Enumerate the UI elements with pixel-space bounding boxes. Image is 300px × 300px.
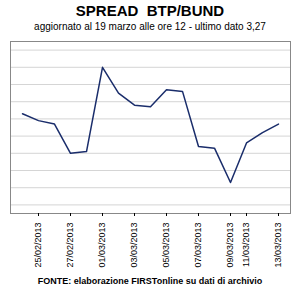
svg-text:07/03/2013: 07/03/2013: [193, 223, 203, 268]
html-text:aggiornato al 19 marzo alle or: aggiornato al 19 marzo alle ore 12 - ult…: [34, 21, 266, 32]
html-text:FONTE: elaborazione FIRSTonlin: FONTE: elaborazione FIRSTonline su dati …: [37, 276, 263, 286]
svg-text:01/03/2013: 01/03/2013: [97, 223, 107, 268]
svg-text:27/02/2013: 27/02/2013: [65, 223, 75, 268]
html-text:SPREAD BTP/BUND: SPREAD BTP/BUND: [75, 2, 225, 19]
svg-text:05/03/2013: 05/03/2013: [161, 223, 171, 268]
svg-text:03/03/2013: 03/03/2013: [129, 223, 139, 268]
svg-text:13/03/2013: 13/03/2013: [273, 223, 283, 268]
svg-text:09/03/2013: 09/03/2013: [225, 223, 235, 268]
svg-text:11/03/2013: 11/03/2013: [241, 223, 251, 267]
svg-text:25/02/2013: 25/02/2013: [33, 223, 43, 268]
